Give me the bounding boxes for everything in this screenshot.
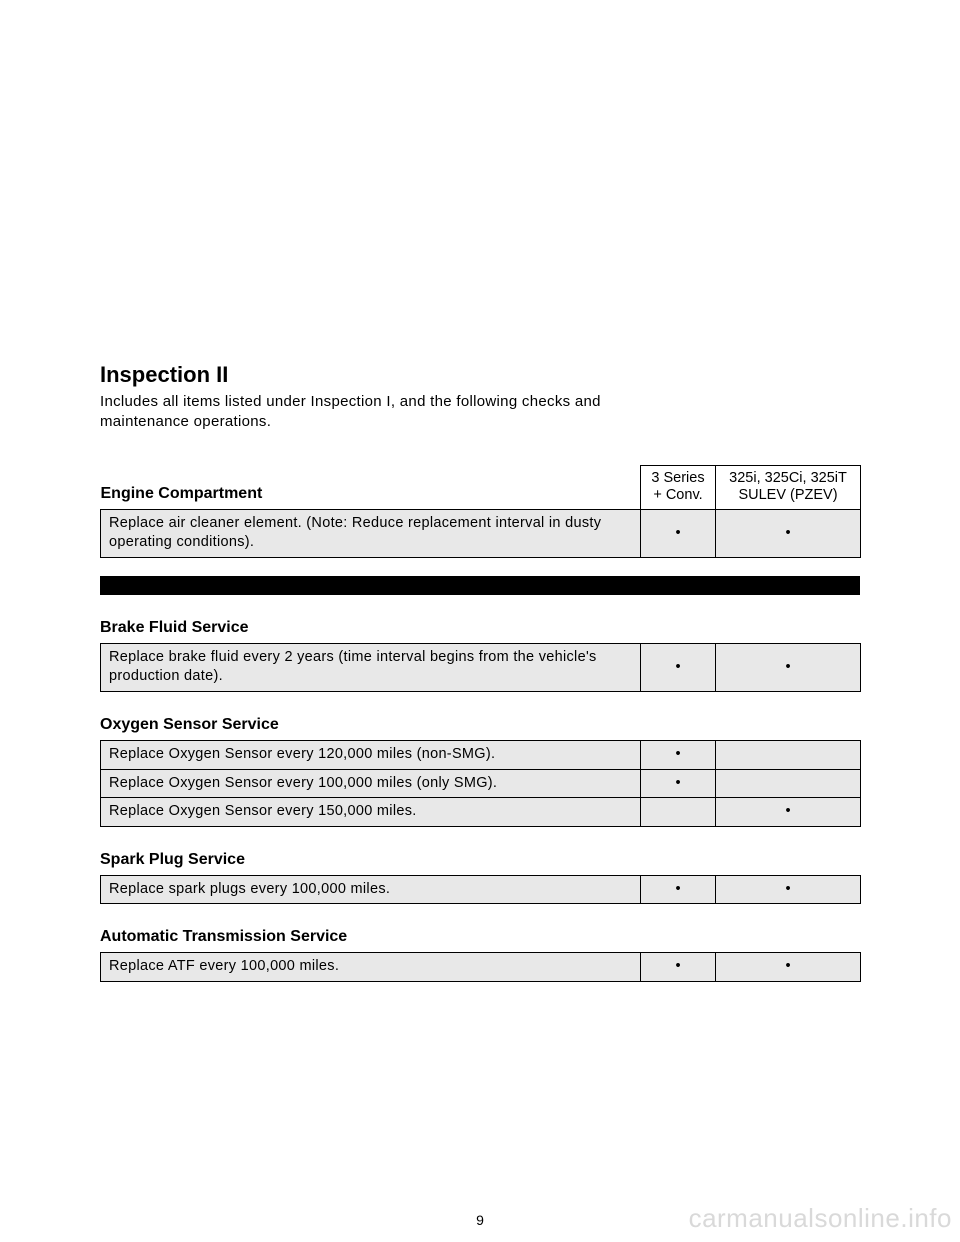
row-desc: Replace spark plugs every 100,000 miles. [101, 875, 641, 904]
brake-table: Replace brake fluid every 2 years (time … [100, 643, 861, 692]
table-row: Replace Oxygen Sensor every 120,000 mile… [101, 741, 861, 770]
col2-l1: 325i, 325Ci, 325iT [729, 470, 847, 486]
row-c1: • [641, 769, 716, 798]
row-c2: • [716, 875, 861, 904]
row-c2 [716, 769, 861, 798]
row-c2: • [716, 509, 861, 557]
row-c1: • [641, 953, 716, 982]
row-c2: • [716, 798, 861, 827]
table-row: Replace spark plugs every 100,000 miles.… [101, 875, 861, 904]
table-row: Replace brake fluid every 2 years (time … [101, 643, 861, 691]
col-header-1: 3 Series + Conv. [641, 466, 716, 510]
engine-heading: Engine Compartment [101, 485, 263, 502]
section-atf: Automatic Transmission Service Replace A… [100, 928, 860, 982]
table-row: Replace Oxygen Sensor every 100,000 mile… [101, 769, 861, 798]
col-header-2: 325i, 325Ci, 325iT SULEV (PZEV) [716, 466, 861, 510]
page-title: Inspection II [100, 362, 860, 388]
row-desc: Replace ATF every 100,000 miles. [101, 953, 641, 982]
row-desc: Replace Oxygen Sensor every 100,000 mile… [101, 769, 641, 798]
brake-heading: Brake Fluid Service [100, 619, 860, 637]
row-c1: • [641, 509, 716, 557]
intro-text: Includes all items listed under Inspecti… [100, 392, 660, 431]
row-desc: Replace Oxygen Sensor every 120,000 mile… [101, 741, 641, 770]
spark-table: Replace spark plugs every 100,000 miles.… [100, 875, 861, 905]
row-c1: • [641, 875, 716, 904]
row-c1 [641, 798, 716, 827]
section-brake: Brake Fluid Service Replace brake fluid … [100, 619, 860, 692]
oxygen-heading: Oxygen Sensor Service [100, 716, 860, 734]
table-row: Replace Oxygen Sensor every 150,000 mile… [101, 798, 861, 827]
section-oxygen: Oxygen Sensor Service Replace Oxygen Sen… [100, 716, 860, 827]
watermark: carmanualsonline.info [689, 1203, 952, 1234]
col1-l2: + Conv. [653, 487, 702, 503]
spark-heading: Spark Plug Service [100, 851, 860, 869]
atf-table: Replace ATF every 100,000 miles. • • [100, 952, 861, 982]
row-c2 [716, 741, 861, 770]
row-c2: • [716, 643, 861, 691]
row-desc: Replace air cleaner element. (Note: Redu… [101, 509, 641, 557]
section-spark: Spark Plug Service Replace spark plugs e… [100, 851, 860, 905]
col2-l2: SULEV (PZEV) [738, 487, 837, 503]
row-desc: Replace Oxygen Sensor every 150,000 mile… [101, 798, 641, 827]
row-c1: • [641, 741, 716, 770]
row-desc: Replace brake fluid every 2 years (time … [101, 643, 641, 691]
engine-table: Engine Compartment 3 Series + Conv. 325i… [100, 465, 861, 558]
atf-heading: Automatic Transmission Service [100, 928, 860, 946]
col1-l1: 3 Series [651, 470, 704, 486]
black-divider [100, 576, 860, 595]
table-row: Replace ATF every 100,000 miles. • • [101, 953, 861, 982]
oxygen-table: Replace Oxygen Sensor every 120,000 mile… [100, 740, 861, 827]
row-c1: • [641, 643, 716, 691]
section-engine: Engine Compartment 3 Series + Conv. 325i… [100, 465, 860, 558]
row-c2: • [716, 953, 861, 982]
table-row: Replace air cleaner element. (Note: Redu… [101, 509, 861, 557]
